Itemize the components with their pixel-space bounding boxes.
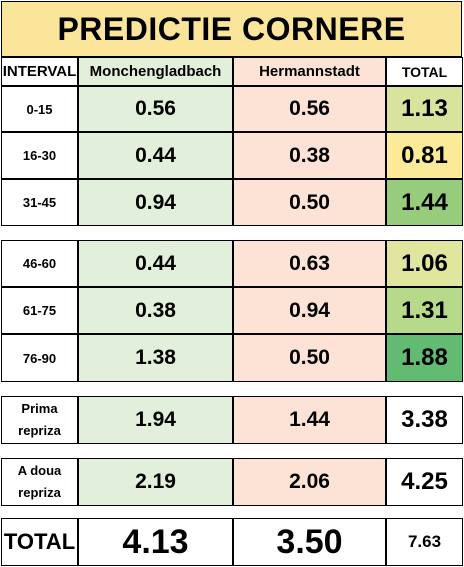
team2-value: 0.50 [233,334,386,382]
total-value: 0.81 [386,132,463,179]
total-value: 1.13 [386,86,463,132]
half-label-line1: A doua [17,463,62,478]
total-value: 1.88 [386,334,463,382]
half-label: A doua repriza [1,458,78,506]
header-row: INTERVAL Monchengladbach Hermannstadt TO… [0,57,464,86]
table-row: 46-60 0.44 0.63 1.06 [0,240,464,287]
table-row: 61-75 0.38 0.94 1.31 [0,287,464,334]
total-value: 1.31 [386,287,463,334]
interval-label: 31-45 [1,179,78,226]
total-value: 1.06 [386,240,463,287]
header-total: TOTAL [386,57,463,86]
header-team2: Hermannstadt [233,57,386,86]
team1-value: 0.44 [78,240,233,287]
team2-value: 0.63 [233,240,386,287]
grand-total-team1: 4.13 [78,518,233,566]
team2-value: 0.94 [233,287,386,334]
team1-value: 0.94 [78,179,233,226]
interval-label: 0-15 [1,86,78,132]
team2-value: 0.56 [233,86,386,132]
team2-value: 0.38 [233,132,386,179]
table-row: 31-45 0.94 0.50 1.44 [0,179,464,226]
team2-value: 0.50 [233,179,386,226]
team1-value: 2.19 [78,458,233,506]
table-row: 16-30 0.44 0.38 0.81 [0,132,464,179]
half-label-line1: Prima [21,401,58,416]
total-value: 4.25 [386,458,463,506]
header-team1: Monchengladbach [78,57,233,86]
team1-value: 0.56 [78,86,233,132]
interval-label: 46-60 [1,240,78,287]
half-label: Prima repriza [1,396,78,444]
total-value: 3.38 [386,396,463,444]
team1-value: 0.38 [78,287,233,334]
team1-value: 0.44 [78,132,233,179]
grand-total-label: TOTAL [1,518,78,566]
half-label-line2: repriza [18,423,61,438]
interval-label: 16-30 [1,132,78,179]
team1-value: 1.38 [78,334,233,382]
interval-label: 61-75 [1,287,78,334]
grand-total-team2: 3.50 [233,518,386,566]
half-row: A doua repriza 2.19 2.06 4.25 [0,458,464,506]
grand-total-value: 7.63 [386,518,463,566]
half-label-line2: repriza [18,485,61,500]
total-value: 1.44 [386,179,463,226]
team2-value: 2.06 [233,458,386,506]
grand-total-row: TOTAL 4.13 3.50 7.63 [0,518,464,566]
header-interval: INTERVAL [1,57,78,86]
table-row: 0-15 0.56 0.56 1.13 [0,86,464,132]
table-title: PREDICTIE CORNERE [1,1,462,57]
team1-value: 1.94 [78,396,233,444]
table-row: 76-90 1.38 0.50 1.88 [0,334,464,382]
team2-value: 1.44 [233,396,386,444]
interval-label: 76-90 [1,334,78,382]
half-row: Prima repriza 1.94 1.44 3.38 [0,396,464,444]
